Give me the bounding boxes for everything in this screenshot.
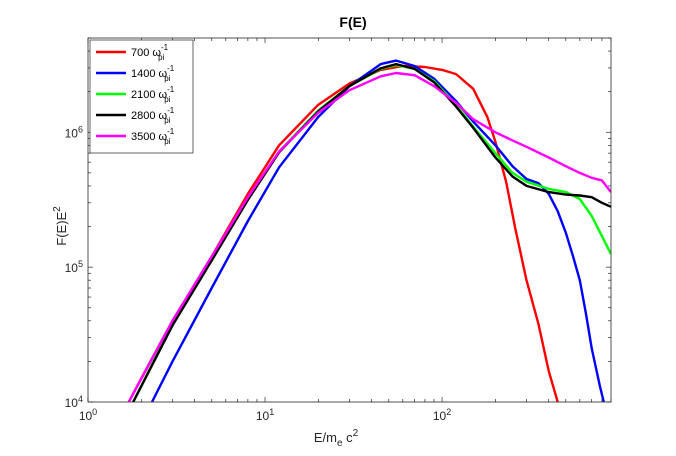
y-tick-label: 106: [65, 124, 83, 140]
x-tick-label: 102: [433, 407, 451, 423]
y-tick-label: 105: [65, 259, 83, 275]
y-axis-label-sup: 2: [52, 206, 63, 212]
x-axis-label-sub: e: [337, 438, 343, 449]
legend-label-2100: 2100 ω-1 pi: [131, 85, 175, 104]
legend-label-1400: 1400 ω-1 pi: [131, 64, 175, 83]
series-line-3500: [127, 71, 611, 402]
legend-label-3500: 3500 ω-1 pi: [131, 127, 175, 146]
x-tick-label: 101: [256, 407, 274, 423]
legend-box: [89, 39, 194, 154]
legend-label-700: 700 ω-1 pi: [131, 43, 169, 62]
series-line-1400: [150, 59, 605, 402]
legend: 700 ω-1 pi 1400 ω-1 pi 2100 ω-1 pi 2800 ω-1 pi 3…: [89, 39, 194, 154]
series-group: [127, 59, 611, 402]
x-axis-label-sup: 2: [353, 428, 359, 439]
x-tick-label: 100: [79, 407, 97, 423]
legend-label-2800: 2800 ω-1 pi: [131, 106, 175, 125]
x-axis-label: E/me c2: [314, 428, 359, 449]
x-axis-label-base: E/m: [314, 430, 337, 445]
y-axis-label: F(E)E2: [52, 206, 69, 246]
axes-group: 100 101 102 104 105 106: [65, 37, 612, 423]
y-tick-label: 104: [65, 394, 83, 410]
chart-title: F(E): [339, 14, 366, 30]
y-axis-label-base: F(E)E: [54, 211, 69, 245]
x-axis-label-mid: c: [343, 430, 354, 445]
